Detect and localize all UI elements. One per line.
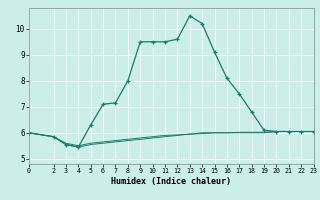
X-axis label: Humidex (Indice chaleur): Humidex (Indice chaleur) — [111, 177, 231, 186]
